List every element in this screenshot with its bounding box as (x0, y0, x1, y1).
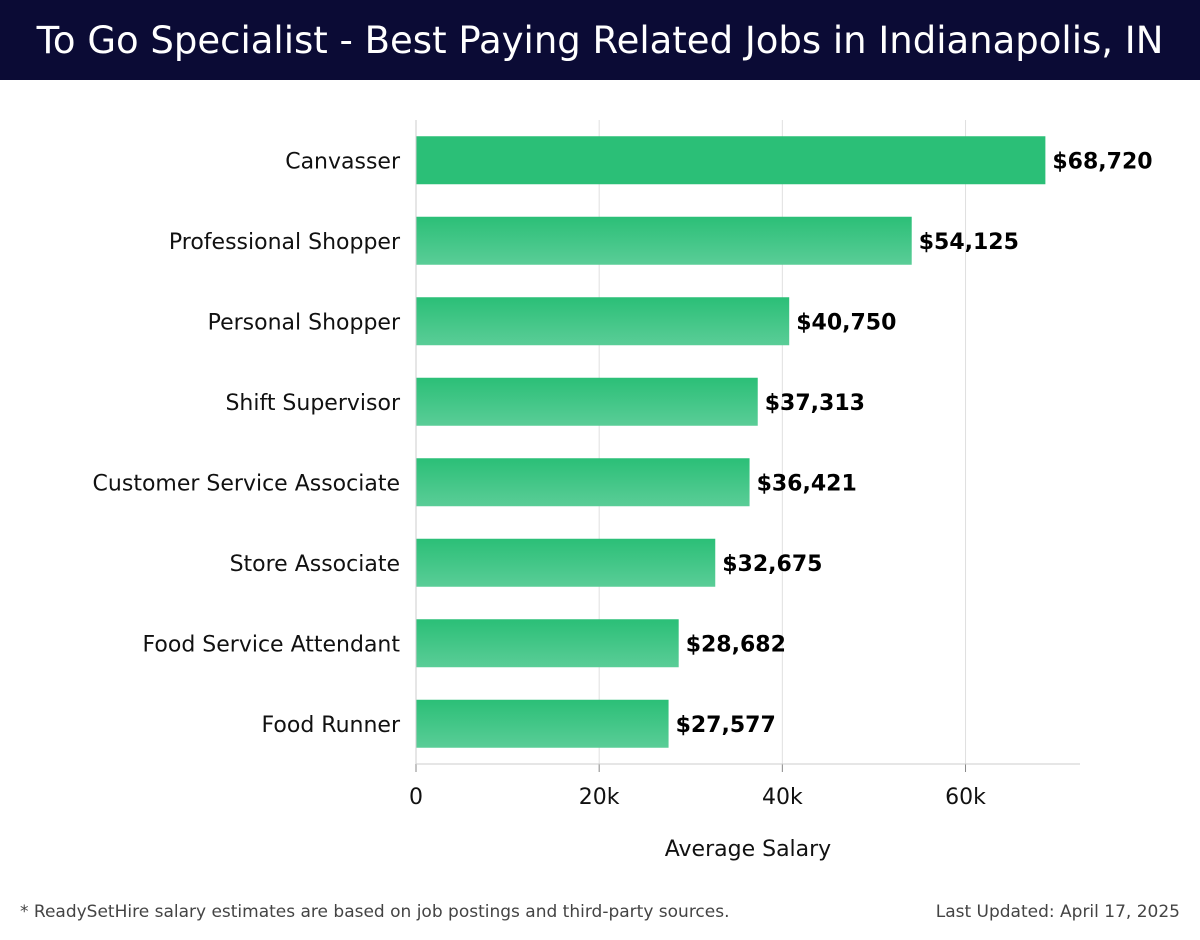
x-axis: 0 20k 40k 60k (409, 120, 1080, 810)
bar (416, 216, 912, 265)
category-label: Shift Supervisor (225, 391, 401, 416)
bar (416, 619, 679, 668)
category-label: Personal Shopper (208, 310, 401, 335)
value-label: $68,720 (1052, 149, 1152, 174)
bar (416, 297, 790, 346)
bar-chart: Canvasser $68,720 Professional Shopper $54,… (93, 120, 1153, 862)
value-label: $54,125 (919, 230, 1019, 255)
value-label: $37,313 (765, 391, 865, 416)
last-updated: Last Updated: April 17, 2025 (935, 902, 1180, 922)
category-label: Food Service Attendant (143, 632, 401, 657)
category-label: Professional Shopper (169, 230, 401, 255)
x-tick-label: 20k (579, 785, 620, 810)
chart-title: To Go Specialist - Best Paying Related J… (36, 18, 1164, 62)
grid-lines (415, 120, 967, 764)
category-label: Canvasser (285, 149, 401, 174)
bar (416, 136, 1046, 185)
value-label: $32,675 (722, 552, 822, 577)
x-tick-label: 0 (409, 785, 423, 810)
bar (416, 538, 716, 587)
x-tick-label: 40k (762, 785, 803, 810)
footer-note: * ReadySetHire salary estimates are base… (20, 902, 730, 922)
bars: Canvasser $68,720 Professional Shopper $54,… (93, 136, 1153, 748)
x-tick-label: 60k (945, 785, 986, 810)
x-axis-title: Average Salary (665, 837, 831, 862)
category-label: Customer Service Associate (93, 471, 400, 496)
value-label: $40,750 (796, 310, 896, 335)
value-label: $36,421 (757, 471, 857, 496)
value-label: $28,682 (686, 632, 786, 657)
value-label: $27,577 (676, 713, 776, 738)
bar (416, 458, 750, 507)
title-bar: To Go Specialist - Best Paying Related J… (0, 0, 1200, 80)
category-label: Store Associate (230, 552, 400, 577)
bar (416, 377, 758, 426)
category-label: Food Runner (262, 713, 401, 738)
bar (416, 699, 669, 748)
